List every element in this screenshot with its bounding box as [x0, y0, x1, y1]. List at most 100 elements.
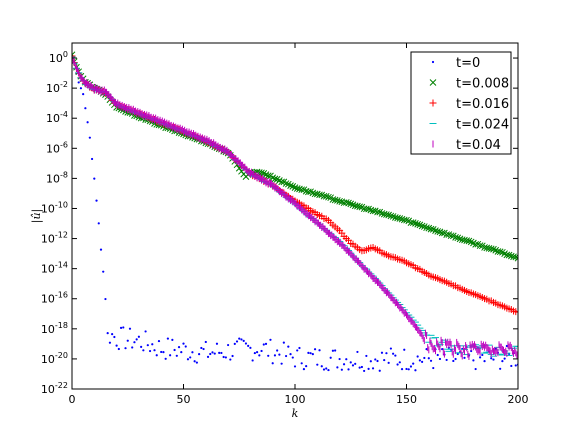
data-point [88, 136, 91, 139]
data-point [296, 349, 299, 352]
data-point [394, 354, 397, 357]
data-point [478, 356, 482, 359]
data-point [271, 175, 279, 183]
data-point [77, 81, 80, 84]
legend-label: t=0.016 [456, 97, 509, 112]
data-point [202, 347, 205, 351]
data-point [106, 332, 109, 335]
data-point [510, 253, 517, 261]
data-point [452, 234, 459, 241]
data-point [472, 241, 479, 248]
data-point [305, 365, 308, 368]
data-point [470, 349, 473, 353]
data-point [278, 178, 285, 186]
data-point [465, 237, 473, 245]
data-point [445, 358, 448, 362]
data-point [253, 351, 256, 355]
data-point [195, 361, 198, 364]
data-point [414, 220, 422, 228]
data-point [423, 356, 426, 360]
y-tick-label: 10-14 [41, 261, 68, 276]
y-tick-label: 10-12 [41, 231, 68, 246]
data-point [157, 339, 161, 343]
legend-item: t=0.04 [432, 138, 501, 153]
data-point [280, 362, 283, 365]
data-point [505, 344, 508, 348]
data-point [160, 350, 163, 354]
data-point [407, 368, 410, 371]
data-point [414, 369, 417, 372]
data-point [144, 330, 147, 333]
data-point [231, 354, 234, 358]
data-point [438, 357, 442, 361]
data-point [284, 354, 288, 358]
x-tick-label: 100 [285, 393, 306, 406]
data-point [425, 348, 428, 351]
data-point [438, 229, 446, 237]
data-point [122, 326, 125, 329]
x-tick-label: 150 [396, 393, 417, 406]
y-tick-label: 10-4 [46, 110, 68, 125]
data-point [481, 353, 484, 357]
data-point [104, 297, 107, 301]
data-point [264, 172, 272, 180]
data-point [267, 354, 270, 357]
legend: t=0 t=0.008 t=0.016 t=0.024 t=0.04 [410, 51, 512, 155]
data-point [220, 351, 223, 355]
data-point [394, 214, 401, 222]
data-point [117, 347, 120, 351]
data-point [95, 199, 98, 202]
data-point [140, 345, 143, 348]
data-point [97, 222, 100, 225]
data-point [282, 180, 290, 187]
data-point [329, 356, 332, 359]
data-point [409, 219, 417, 226]
data-point [347, 368, 350, 371]
y-axis-label: |û| [30, 209, 44, 224]
y-tick-label: 10-20 [41, 351, 68, 366]
data-point [463, 237, 471, 244]
data-point [271, 362, 274, 365]
data-point [514, 254, 518, 262]
data-point [307, 351, 310, 354]
data-point [137, 335, 140, 338]
data-point [456, 235, 464, 243]
data-point [316, 191, 323, 199]
data-point [383, 358, 386, 362]
data-point [385, 211, 393, 219]
data-point [327, 368, 330, 372]
data-point [356, 350, 359, 354]
x-axis-label: k [292, 407, 299, 420]
data-point [378, 369, 381, 372]
data-point [262, 343, 265, 346]
data-point [255, 351, 259, 354]
data-point [79, 87, 83, 90]
data-point [99, 248, 103, 251]
data-point [365, 354, 368, 358]
data-point [300, 362, 303, 365]
data-point [336, 366, 339, 369]
data-point [380, 351, 384, 354]
data-point [173, 348, 176, 352]
data-point [398, 361, 401, 364]
data-point [492, 358, 495, 361]
data-point [164, 357, 167, 360]
data-point [260, 349, 263, 353]
x-tick-label: 50 [177, 393, 191, 406]
data-point [387, 361, 390, 364]
legend-label: t=0 [456, 56, 480, 71]
data-point [385, 352, 388, 355]
data-point [155, 354, 158, 357]
data-point [102, 270, 105, 273]
data-point [287, 345, 290, 348]
data-point [418, 222, 426, 230]
legend-marker [429, 99, 437, 107]
data-point [322, 368, 326, 371]
data-point [238, 337, 241, 340]
data-point [331, 349, 335, 352]
data-point [510, 364, 513, 368]
data-point [389, 347, 392, 350]
data-point [336, 197, 343, 205]
data-point [293, 365, 297, 368]
data-point [276, 349, 279, 352]
